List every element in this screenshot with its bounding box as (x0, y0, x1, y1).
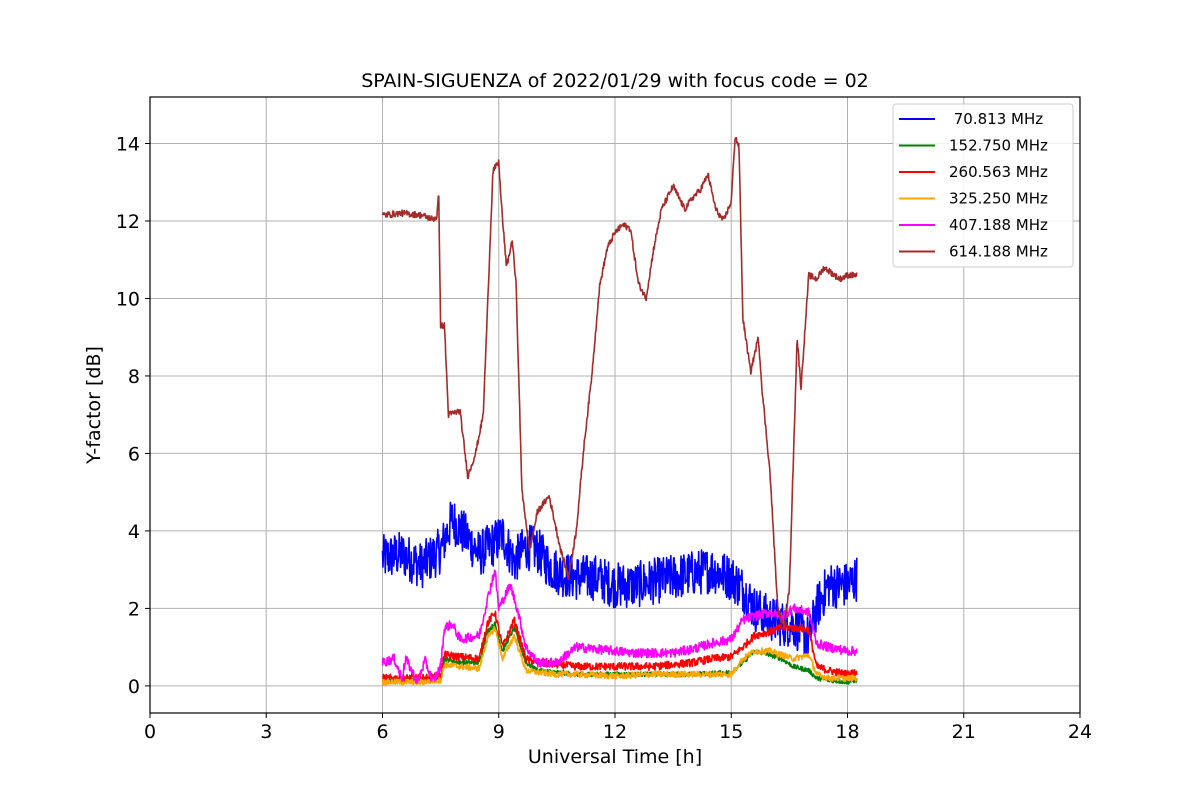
x-tick-label: 18 (835, 721, 859, 743)
x-tick-label: 12 (603, 721, 627, 743)
series-line (381, 625, 858, 686)
x-tick-label: 21 (952, 721, 976, 743)
series-line (381, 569, 858, 685)
y-tick-label: 8 (128, 366, 140, 388)
y-tick-label: 10 (116, 288, 140, 310)
y-axis-label: Y-factor [dB] (83, 346, 105, 465)
series-lines (381, 136, 858, 686)
legend: 70.813 MHz 152.750 MHz 260.563 MHz 325.250 … (892, 103, 1074, 268)
x-tick-label: 15 (719, 721, 743, 743)
series-line (382, 610, 858, 683)
y-tick-label: 2 (128, 598, 140, 620)
legend-box (892, 103, 1074, 268)
series-line (381, 501, 858, 657)
chart-title: SPAIN-SIGUENZA of 2022/01/29 with focus … (361, 70, 869, 92)
legend-label: 70.813 MHz (949, 110, 1043, 128)
x-tick-label: 6 (376, 721, 388, 743)
y-tick-label: 0 (128, 676, 140, 698)
y-tick-label: 12 (116, 211, 140, 233)
x-tick-label: 0 (144, 721, 156, 743)
y-tick-label: 6 (128, 443, 140, 465)
x-tick-label: 9 (493, 721, 505, 743)
legend-label: 260.563 MHz (949, 163, 1048, 181)
y-tick-label: 14 (116, 133, 140, 155)
x-tick-label: 3 (260, 721, 272, 743)
legend-label: 614.188 MHz (949, 243, 1048, 261)
y-tick-label: 4 (128, 521, 140, 543)
legend-label: 325.250 MHz (949, 190, 1048, 208)
x-tick-label: 24 (1068, 721, 1092, 743)
series-line (381, 136, 858, 627)
legend-label: 152.750 MHz (949, 137, 1048, 155)
x-axis-label: Universal Time [h] (528, 746, 702, 768)
legend-label: 407.188 MHz (949, 216, 1048, 234)
